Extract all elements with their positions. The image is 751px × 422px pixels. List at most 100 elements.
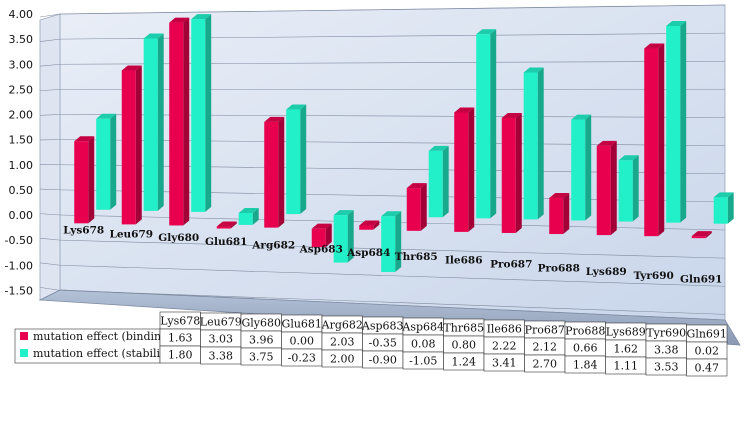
bar-side xyxy=(610,140,617,236)
gridline-side xyxy=(39,89,61,92)
table-header: Ile686 xyxy=(487,323,522,336)
category-label: Pro687 xyxy=(490,258,532,270)
bar-top xyxy=(713,192,734,198)
bar-front xyxy=(406,188,421,231)
bar-top xyxy=(74,136,95,142)
bar-top xyxy=(476,29,497,35)
bar-side xyxy=(278,116,285,228)
bar-top xyxy=(501,112,522,118)
table-header: Gly680 xyxy=(241,317,281,330)
table-value: 2.22 xyxy=(492,340,517,353)
table-header: Pro687 xyxy=(525,324,565,337)
bar-binding xyxy=(359,220,380,230)
bar-side xyxy=(252,207,259,225)
bar-front xyxy=(381,216,396,272)
bar-binding xyxy=(644,43,665,237)
bar-stability xyxy=(333,210,354,263)
y-tick-label: -1.50 xyxy=(5,284,33,297)
gridline-side xyxy=(39,114,61,116)
table-header: Gln691 xyxy=(687,328,727,341)
bar-top xyxy=(169,17,190,23)
bar-stability xyxy=(713,192,734,224)
gridline-side xyxy=(39,287,61,291)
category-label: Asp683 xyxy=(299,243,343,255)
bar-side xyxy=(727,192,734,224)
category-label: Ile686 xyxy=(445,255,483,267)
bar-side xyxy=(88,136,95,224)
y-tick-label: 3.50 xyxy=(9,33,34,46)
bar-front xyxy=(549,197,564,235)
bar-side xyxy=(395,211,402,272)
table-header: Lys678 xyxy=(160,315,200,328)
bar-front xyxy=(476,34,491,219)
bar-front xyxy=(691,236,706,239)
bar-side xyxy=(563,192,570,235)
bar-side xyxy=(490,29,497,219)
table-value: 3.03 xyxy=(209,333,234,346)
bar-front xyxy=(571,119,586,221)
gridline-side xyxy=(39,13,61,18)
gridline xyxy=(59,4,726,15)
y-tick-label: 0.00 xyxy=(9,209,34,222)
bar-side xyxy=(300,104,307,215)
bar-side xyxy=(420,183,427,231)
bar-binding xyxy=(406,183,427,231)
y-tick-label: -0.50 xyxy=(5,234,33,247)
table-value: 2.03 xyxy=(330,336,355,349)
table-value: 2.70 xyxy=(533,358,558,371)
table-value: 3.53 xyxy=(654,361,679,374)
gridline-side xyxy=(39,262,61,266)
y-tick-label: 4.00 xyxy=(9,8,34,21)
bar-front xyxy=(501,117,516,233)
bar-side xyxy=(205,14,212,212)
bar-top xyxy=(381,211,402,217)
y-tick-label: 3.00 xyxy=(9,58,34,71)
table-header: Asp684 xyxy=(401,321,444,334)
table-header: Tyr690 xyxy=(646,327,686,340)
y-tick-label: 2.00 xyxy=(9,109,34,122)
bar-binding xyxy=(691,231,712,239)
bar-binding xyxy=(74,136,95,224)
bar-side xyxy=(515,112,522,233)
table-value: 0.80 xyxy=(452,339,477,352)
bar-stability xyxy=(96,113,117,210)
bar-top xyxy=(428,145,449,151)
bar-front xyxy=(596,145,611,236)
bar-front xyxy=(286,109,301,215)
bar-top xyxy=(691,231,712,237)
bar-top xyxy=(571,114,592,120)
gridline-side xyxy=(39,188,61,191)
bar-binding xyxy=(454,107,475,232)
category-label: Glu681 xyxy=(205,236,248,248)
bar-top xyxy=(286,104,307,110)
bar-binding xyxy=(501,112,522,233)
bar-front xyxy=(618,160,633,222)
bar-binding xyxy=(169,17,190,226)
table-value: 0.66 xyxy=(573,342,598,355)
gridline-side xyxy=(39,63,61,67)
bar-front xyxy=(523,72,538,220)
bar-stability xyxy=(571,114,592,221)
bar-top xyxy=(264,116,285,122)
table-value: 0.00 xyxy=(290,335,315,348)
bar-top xyxy=(549,192,570,198)
bar-stability xyxy=(143,33,164,211)
table-value: 3.41 xyxy=(492,357,517,370)
table-header: Thr685 xyxy=(443,322,484,335)
bar-side xyxy=(468,107,475,232)
category-label: Leu679 xyxy=(109,228,153,240)
table-value: -0.35 xyxy=(369,337,397,350)
table-header: Lys689 xyxy=(606,326,646,339)
legend-label: mutation effect (stability) xyxy=(33,347,175,360)
bar-side xyxy=(537,67,544,220)
category-label: Pro688 xyxy=(538,262,580,274)
table-value: 3.96 xyxy=(249,334,274,347)
y-tick-label: -1.00 xyxy=(5,259,33,272)
bar-front xyxy=(666,26,681,223)
bar-top xyxy=(191,14,212,20)
bar-binding xyxy=(549,192,570,235)
table-value: 1.84 xyxy=(573,359,598,372)
table-value: 1.24 xyxy=(452,356,477,369)
gridline-side xyxy=(39,213,61,216)
